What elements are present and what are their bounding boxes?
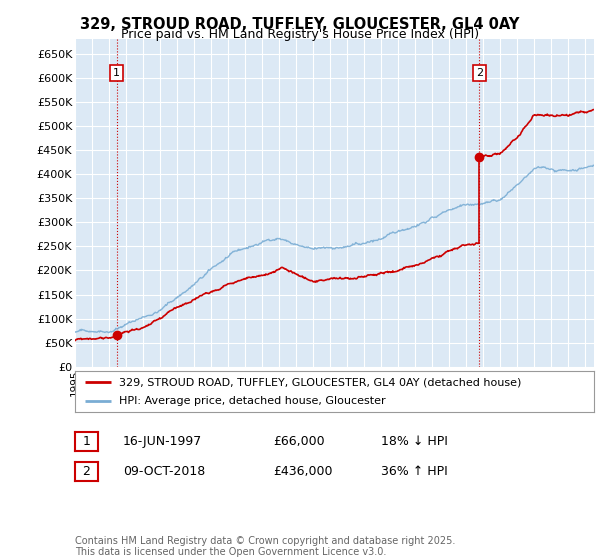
- Text: 2: 2: [476, 68, 483, 78]
- Text: 16-JUN-1997: 16-JUN-1997: [123, 435, 202, 448]
- Text: 329, STROUD ROAD, TUFFLEY, GLOUCESTER, GL4 0AY: 329, STROUD ROAD, TUFFLEY, GLOUCESTER, G…: [80, 17, 520, 32]
- Text: 18% ↓ HPI: 18% ↓ HPI: [381, 435, 448, 448]
- Text: Price paid vs. HM Land Registry's House Price Index (HPI): Price paid vs. HM Land Registry's House …: [121, 28, 479, 41]
- Text: 2: 2: [82, 465, 91, 478]
- Text: £436,000: £436,000: [273, 465, 332, 478]
- Text: 329, STROUD ROAD, TUFFLEY, GLOUCESTER, GL4 0AY (detached house): 329, STROUD ROAD, TUFFLEY, GLOUCESTER, G…: [119, 377, 521, 387]
- Text: HPI: Average price, detached house, Gloucester: HPI: Average price, detached house, Glou…: [119, 396, 386, 405]
- Text: 09-OCT-2018: 09-OCT-2018: [123, 465, 205, 478]
- Text: £66,000: £66,000: [273, 435, 325, 448]
- Text: Contains HM Land Registry data © Crown copyright and database right 2025.
This d: Contains HM Land Registry data © Crown c…: [75, 535, 455, 557]
- Text: 1: 1: [113, 68, 120, 78]
- Text: 36% ↑ HPI: 36% ↑ HPI: [381, 465, 448, 478]
- Text: 1: 1: [82, 435, 91, 448]
